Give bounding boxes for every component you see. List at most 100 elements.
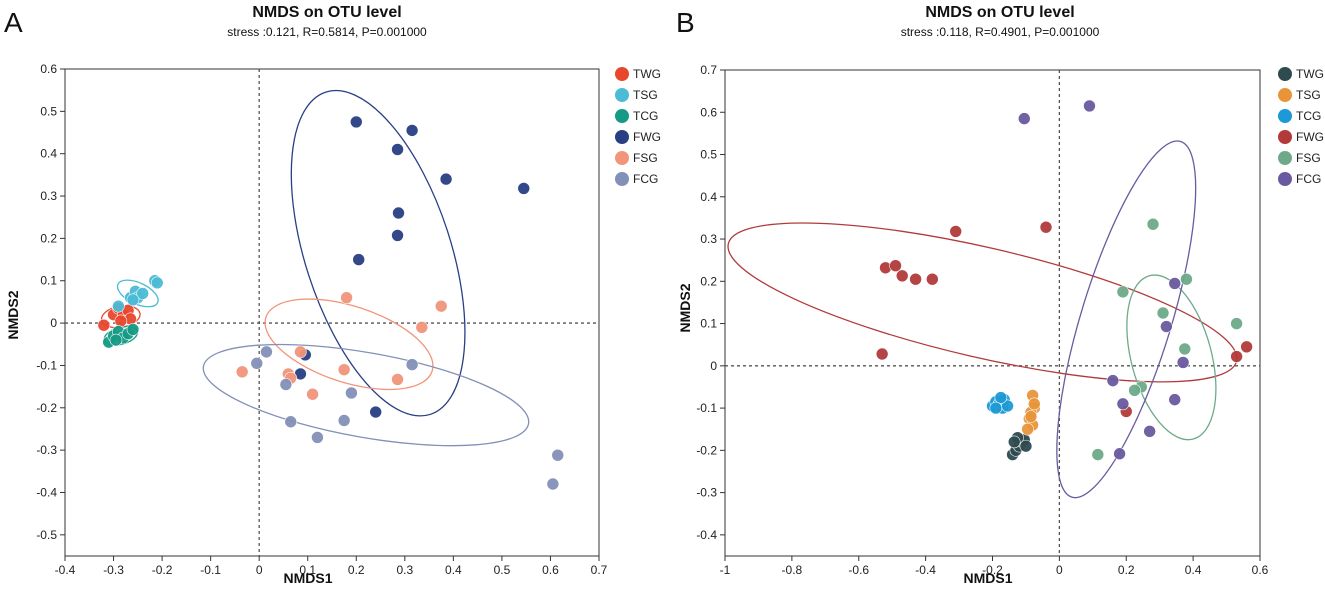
y-tick-label: -0.3 bbox=[36, 443, 57, 457]
x-tick-label: -0.4 bbox=[915, 563, 936, 577]
x-tick-label: 0.7 bbox=[591, 563, 608, 577]
legend-swatch-fcg bbox=[1278, 172, 1292, 186]
legend-swatch-tsg bbox=[615, 88, 629, 102]
point-fsg bbox=[306, 387, 319, 401]
point-tcg bbox=[109, 333, 123, 347]
y-axis-title-b: NMDS2 bbox=[677, 283, 693, 332]
legend-label-fcg: FCG bbox=[1296, 172, 1321, 186]
point-fcg bbox=[279, 378, 293, 391]
y-axis-title-a: NMDS2 bbox=[5, 290, 21, 339]
point-fcg bbox=[1168, 277, 1182, 290]
y-tick-label: 0.3 bbox=[700, 232, 717, 246]
y-tick-label: -0.4 bbox=[36, 485, 57, 499]
x-tick-label: -0.6 bbox=[848, 563, 869, 577]
x-tick-label: 0.2 bbox=[1118, 563, 1135, 577]
panel-a: A NMDS on OTU level stress :0.121, R=0.5… bbox=[4, 4, 661, 586]
point-fcg bbox=[284, 415, 298, 429]
x-tick-label: -0.8 bbox=[782, 563, 803, 577]
point-fsg bbox=[340, 291, 353, 304]
panel-letter-b: B bbox=[676, 7, 695, 38]
y-tick-label: 0 bbox=[710, 359, 717, 373]
point-fcg bbox=[345, 386, 358, 400]
point-tcg bbox=[989, 401, 1003, 415]
y-tick-label: 0.2 bbox=[40, 231, 57, 245]
point-fwg bbox=[949, 225, 963, 238]
point-fsg bbox=[434, 299, 448, 313]
legend-swatch-tsg bbox=[1278, 88, 1292, 102]
legend-swatch-tcg bbox=[1278, 109, 1292, 123]
plot-subtitle-b: stress :0.118, R=0.4901, P=0.001000 bbox=[901, 25, 1100, 39]
point-fwg bbox=[1240, 340, 1253, 354]
point-fsg bbox=[1116, 285, 1130, 299]
plot-frame bbox=[64, 68, 600, 557]
y-tick-label: 0 bbox=[50, 316, 57, 330]
point-twg bbox=[114, 314, 128, 328]
x-tick-label: 0.2 bbox=[348, 563, 365, 577]
ellipse-fcg bbox=[202, 343, 530, 447]
y-tick-label: 0.4 bbox=[700, 190, 717, 204]
point-fwg bbox=[391, 229, 404, 242]
point-fwg bbox=[352, 253, 366, 266]
x-tick-label: 0 bbox=[256, 563, 263, 577]
point-fwg bbox=[926, 272, 939, 286]
legend-label-twg: TWG bbox=[1296, 67, 1324, 81]
legend-swatch-twg bbox=[1278, 67, 1292, 81]
point-fwg bbox=[392, 206, 405, 220]
y-tick-label: -0.2 bbox=[696, 443, 717, 457]
point-fwg bbox=[349, 115, 363, 129]
legend-swatch-fcg bbox=[615, 172, 629, 186]
y-tick-label: -0.1 bbox=[36, 358, 57, 372]
point-fsg bbox=[415, 321, 429, 334]
y-tick-label: -0.3 bbox=[696, 486, 717, 500]
point-fwg bbox=[391, 143, 404, 156]
y-tick-label: 0.7 bbox=[700, 63, 717, 77]
panel-letter-a: A bbox=[4, 7, 23, 38]
x-axis-title-a: NMDS1 bbox=[283, 570, 332, 586]
x-axis-title-b: NMDS1 bbox=[963, 570, 1012, 586]
point-tcg bbox=[126, 323, 140, 336]
x-tick-label: 0.4 bbox=[445, 563, 462, 577]
point-fsg bbox=[1180, 272, 1193, 286]
x-tick-label: 0.6 bbox=[1252, 563, 1269, 577]
plot-title-b: NMDS on OTU level bbox=[925, 4, 1074, 21]
y-tick-label: 0.6 bbox=[40, 62, 57, 76]
point-fsg bbox=[1178, 342, 1192, 356]
point-fsg bbox=[391, 373, 404, 386]
point-tsg bbox=[126, 293, 140, 307]
legend-label-fwg: FWG bbox=[1296, 130, 1324, 144]
y-tick-label: 0.3 bbox=[40, 189, 57, 203]
point-fwg bbox=[889, 259, 902, 272]
legend-swatch-fsg bbox=[1278, 151, 1292, 165]
point-fsg bbox=[294, 345, 307, 359]
point-tsg bbox=[112, 299, 125, 313]
ellipse-fsg bbox=[1126, 274, 1217, 441]
x-tick-label: 0.1 bbox=[299, 563, 316, 577]
point-fcg bbox=[405, 358, 419, 371]
y-tick-label: 0.2 bbox=[700, 274, 717, 288]
legend-swatch-fsg bbox=[615, 151, 629, 165]
legend-label-fwg: FWG bbox=[633, 130, 661, 144]
legend-label-tcg: TCG bbox=[1296, 109, 1321, 123]
point-fcg bbox=[250, 357, 264, 370]
y-tick-label: -0.5 bbox=[36, 528, 57, 542]
point-fwg bbox=[875, 347, 889, 361]
point-tsg bbox=[150, 276, 164, 290]
point-fsg bbox=[1230, 317, 1243, 330]
x-tick-label: 0.3 bbox=[396, 563, 413, 577]
point-fcg bbox=[1083, 99, 1096, 113]
point-fwg bbox=[439, 172, 453, 186]
legend-label-twg: TWG bbox=[633, 67, 661, 81]
y-tick-label: 0.6 bbox=[700, 105, 717, 119]
y-tick-label: 0.4 bbox=[40, 147, 57, 161]
point-fcg bbox=[337, 414, 351, 427]
point-fcg bbox=[1113, 447, 1126, 461]
x-tick-label: 0.5 bbox=[494, 563, 511, 577]
point-fwg bbox=[909, 272, 922, 286]
x-tick-label: -0.2 bbox=[152, 563, 173, 577]
legend-label-fsg: FSG bbox=[1296, 151, 1321, 165]
legend-label-tcg: TCG bbox=[633, 109, 658, 123]
ellipse-fwg bbox=[727, 222, 1238, 383]
x-tick-label: 0.6 bbox=[542, 563, 559, 577]
point-fsg bbox=[235, 365, 249, 379]
